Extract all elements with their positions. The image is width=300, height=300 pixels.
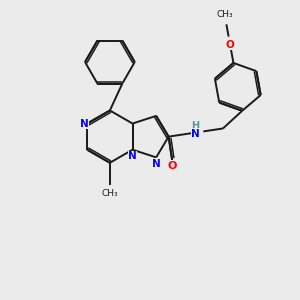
- Text: O: O: [167, 161, 177, 171]
- Text: N: N: [128, 151, 137, 161]
- Text: CH₃: CH₃: [102, 189, 118, 198]
- Text: N: N: [191, 129, 200, 139]
- Text: N: N: [80, 118, 88, 128]
- Text: CH₃: CH₃: [216, 10, 233, 19]
- Text: H: H: [192, 121, 200, 131]
- Text: O: O: [226, 40, 235, 50]
- Text: N: N: [152, 159, 161, 169]
